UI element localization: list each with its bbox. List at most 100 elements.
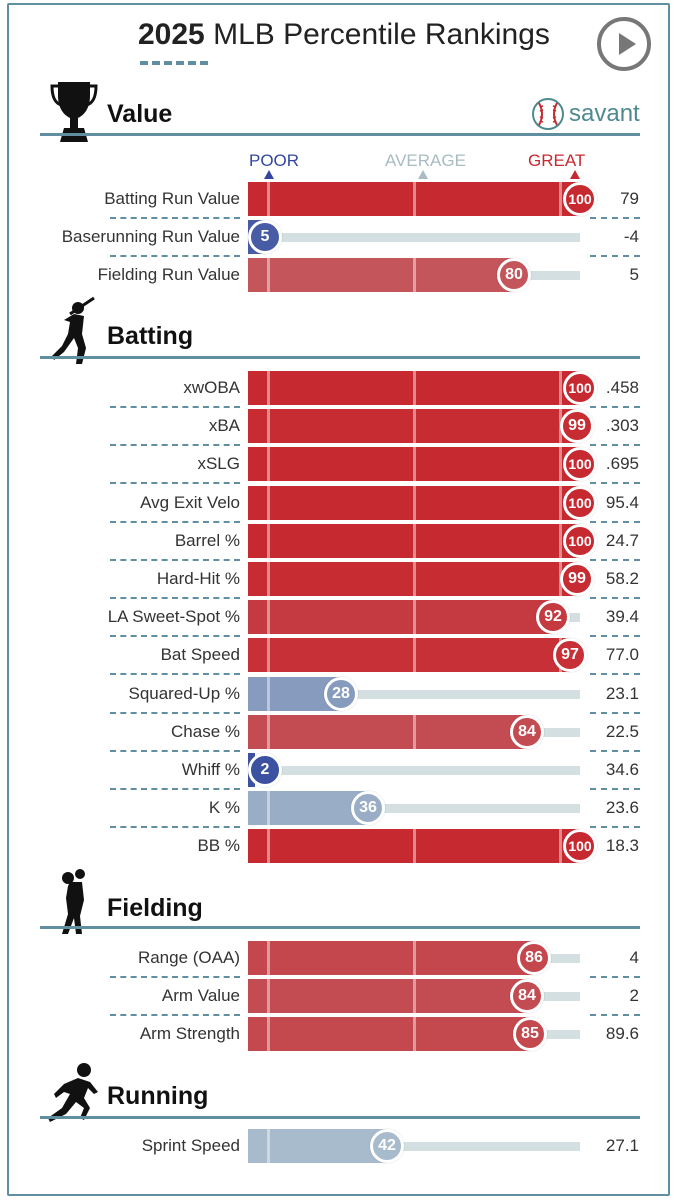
section-title-running: Running (107, 1082, 209, 1110)
scale-tick (413, 182, 416, 216)
percentile-marker: 2 (248, 753, 282, 787)
percentile-marker: 100 (563, 829, 597, 864)
trophy-icon (50, 78, 98, 149)
metric-value: 18.3 (605, 836, 639, 856)
row-separator (590, 406, 640, 408)
percentile-bar (248, 941, 534, 975)
scale-tick (413, 941, 416, 975)
section-divider-fielding (40, 926, 640, 929)
metric-label: BB % (197, 836, 240, 856)
percentile-bar (248, 1129, 387, 1163)
scale-tick (559, 829, 563, 864)
metric-label: Baserunning Run Value (61, 227, 240, 247)
metric-value: .695 (605, 454, 639, 474)
percentile-marker: 100 (563, 485, 597, 520)
scale-tick (266, 409, 270, 444)
metric-value: 4 (629, 948, 639, 967)
scale-tick (413, 409, 416, 444)
metric-label: Batting Run Value (104, 189, 240, 208)
row-separator (590, 558, 640, 561)
percentile-marker: 100 (563, 447, 597, 482)
scale-tick (413, 829, 416, 864)
metric-label: Arm Value (161, 986, 240, 1006)
scale-tick (413, 714, 416, 749)
percentile-bar (248, 979, 527, 1014)
percentile-bar (248, 409, 577, 444)
percentile-marker: 97 (553, 638, 587, 673)
runner-icon (44, 1060, 100, 1131)
scale-tick (413, 1017, 416, 1052)
percentile-marker: 100 (563, 371, 597, 405)
row-separator (590, 597, 640, 599)
row-separator (110, 1014, 240, 1017)
play-button[interactable] (597, 17, 651, 71)
metric-label: Hard-Hit % (156, 569, 240, 588)
metric-label: K % (208, 798, 240, 818)
percentile-marker: 84 (510, 979, 544, 1014)
savant-link[interactable]: savant (531, 97, 640, 131)
percentile-marker: 99 (560, 409, 594, 444)
row-separator (590, 976, 640, 978)
chart-frame (7, 3, 670, 1196)
percentile-marker: 85 (513, 1017, 547, 1052)
scale-tick (266, 829, 270, 864)
metric-label: Bat Speed (160, 645, 240, 665)
metric-label: Range (OAA) (137, 948, 240, 967)
percentile-track (248, 804, 580, 814)
savant-label: savant (569, 100, 640, 127)
percentile-marker: 84 (510, 714, 544, 749)
scale-tick (413, 562, 416, 596)
baseball-icon (532, 98, 564, 130)
percentile-bar (248, 258, 514, 293)
row-separator (110, 749, 240, 752)
scale-tick (266, 562, 270, 596)
scale-tick (266, 600, 270, 635)
metric-label: xSLG (197, 454, 240, 474)
title-text: MLB Percentile Rankings (213, 18, 550, 51)
scale-tick (266, 182, 270, 216)
title-year: 2025 (138, 18, 205, 51)
percentile-bar (248, 182, 580, 216)
scale-tick (266, 485, 270, 520)
row-separator (590, 482, 640, 485)
scale-tick (413, 523, 416, 558)
metric-value: .303 (605, 416, 639, 436)
row-separator (590, 826, 640, 829)
percentile-bar (248, 638, 570, 673)
scale-great-label: GREAT (528, 151, 586, 170)
title-underline (140, 61, 208, 65)
metric-value: -4 (623, 227, 639, 247)
scale-tick (266, 638, 270, 673)
page-title: 2025 MLB Percentile Rankings (138, 18, 550, 52)
row-separator (110, 520, 240, 523)
scale-average-label: AVERAGE (385, 151, 466, 170)
section-divider-value (40, 133, 640, 136)
scale-tick (266, 714, 270, 749)
metric-value: 23.1 (605, 683, 639, 703)
scale-tick (266, 258, 270, 293)
row-separator (110, 482, 240, 485)
scale-tick (559, 523, 563, 558)
fielder-icon (54, 868, 94, 941)
row-separator (110, 826, 240, 829)
percentile-bar (248, 562, 577, 596)
percentile-marker: 5 (248, 220, 282, 255)
row-separator (590, 255, 640, 258)
row-separator (110, 711, 240, 714)
scale-tick (413, 600, 416, 635)
metric-label: xBA (208, 416, 240, 436)
percentile-bar (248, 600, 553, 635)
metric-value: 58.2 (605, 569, 639, 588)
metric-label: Arm Strength (139, 1024, 240, 1044)
scale-tick (413, 258, 416, 293)
scale-tick (266, 371, 270, 405)
scale-tick (413, 485, 416, 520)
metric-label: LA Sweet-Spot % (107, 607, 240, 627)
percentile-marker: 80 (497, 258, 531, 293)
metric-value: 2 (629, 986, 639, 1006)
percentile-bar (248, 485, 580, 520)
scale-average-arrow (418, 170, 428, 179)
scale-tick (413, 371, 416, 405)
scale-tick (266, 791, 270, 826)
scale-poor-arrow (264, 170, 274, 179)
